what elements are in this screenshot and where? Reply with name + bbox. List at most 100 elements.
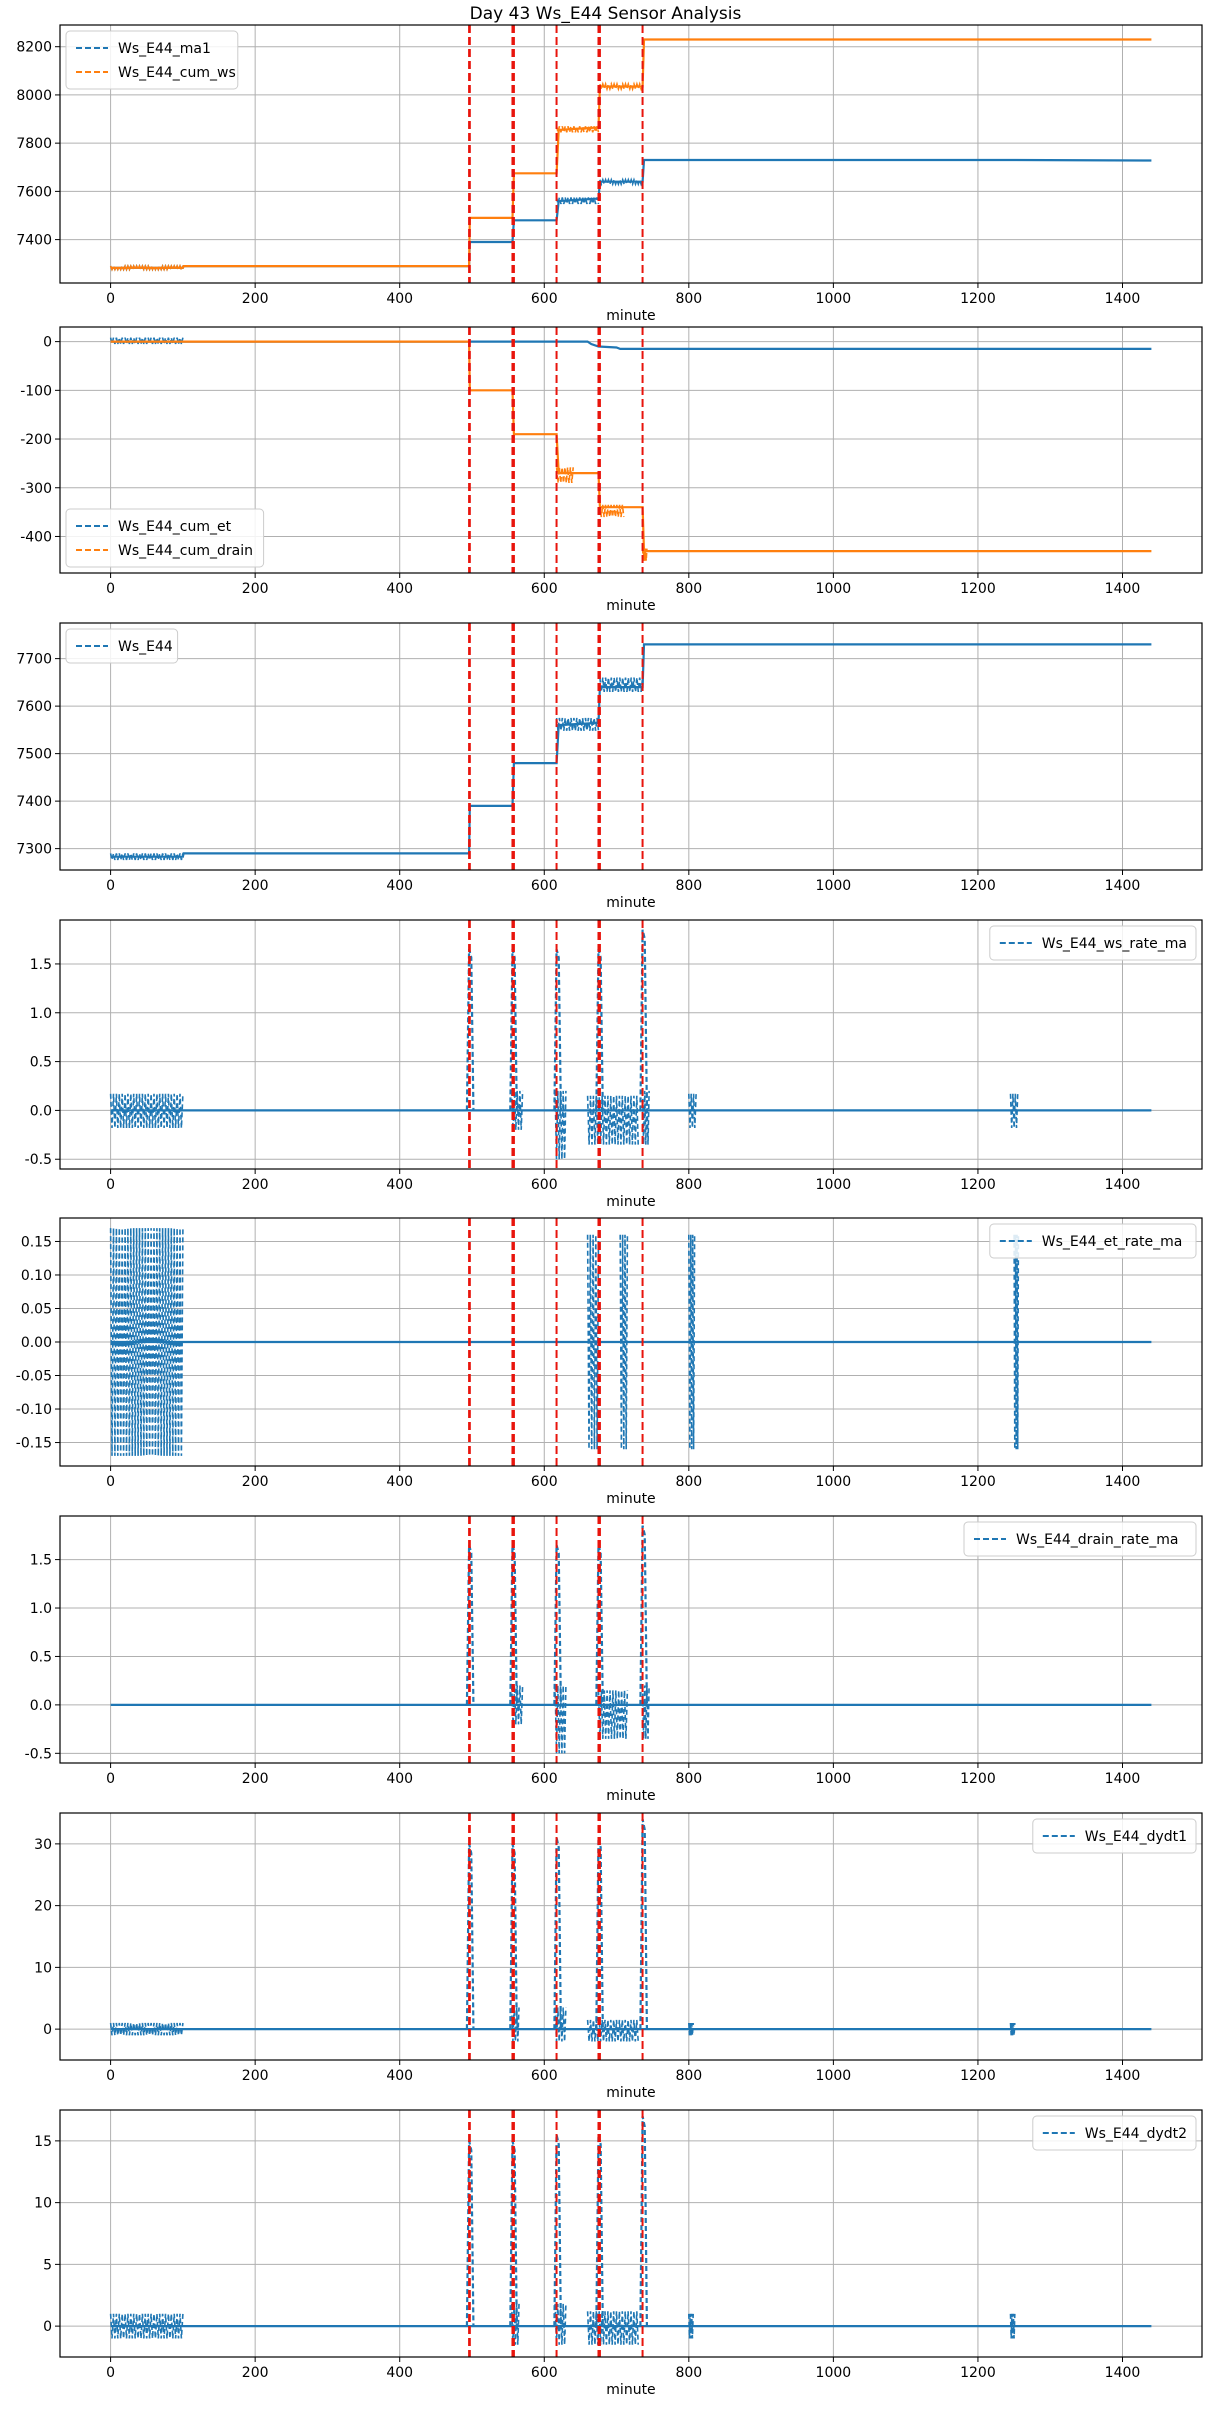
series-spike — [553, 1544, 562, 1705]
legend: Ws_E44_drain_rate_ma — [963, 1521, 1197, 1557]
axes-frame — [59, 1812, 1203, 2061]
series-spike — [639, 1525, 649, 1705]
chart-panel-3: 0 200 400 600 800 1000 1200 1400 7300 7400 7500 760… — [16, 622, 1203, 911]
y-tick-label: 1.5 — [30, 1553, 52, 1569]
series-noise — [586, 1234, 600, 1450]
x-tick-label: 600 — [531, 581, 558, 597]
series-spike — [553, 1837, 562, 2030]
series-noise — [599, 177, 644, 187]
legend-box — [1032, 1818, 1197, 1854]
series-noise — [109, 263, 184, 272]
y-tick-label: 0.00 — [21, 1335, 52, 1351]
chart-panel-5: 0 200 400 600 800 1000 1200 1400 -0.15 -0.10 -0.05… — [16, 1217, 1203, 1507]
series-group — [109, 1818, 1152, 2042]
series-noise — [599, 81, 644, 92]
series-noise — [1009, 2313, 1016, 2339]
x-tick-label: 800 — [675, 2365, 702, 2381]
series-spike — [465, 2140, 475, 2327]
series-line-2 — [110, 340, 1152, 553]
x-tick-label: 1000 — [816, 1771, 852, 1787]
legend-label: Ws_E44_et_rate_ma — [1042, 1234, 1183, 1250]
y-tick-label: 7800 — [16, 136, 52, 152]
x-tick-label: 1000 — [816, 2068, 852, 2084]
x-tick-label: 1000 — [816, 1177, 852, 1193]
series-noise — [109, 337, 184, 345]
x-tick-label: 1200 — [960, 581, 996, 597]
chart-panel-7: 0 200 400 600 800 1000 1200 1400 0 10 20 30 minute Ws… — [34, 1812, 1203, 2101]
y-tick-label: 20 — [34, 1899, 52, 1915]
series-spike — [509, 949, 518, 1111]
x-tick-label: 400 — [386, 1771, 413, 1787]
legend-label: Ws_E44_dydt2 — [1085, 2126, 1187, 2142]
series-noise — [555, 467, 574, 483]
x-tick-label: 200 — [242, 1771, 269, 1787]
series-group — [109, 1228, 1152, 1456]
y-tick-label: 1.5 — [30, 957, 52, 973]
series-noise — [688, 1234, 696, 1450]
series-noise — [586, 1095, 639, 1145]
legend: Ws_E44_ma1 Ws_E44_cum_ws — [65, 30, 239, 90]
x-tick-label: 600 — [531, 1177, 558, 1193]
x-tick-label: 200 — [242, 581, 269, 597]
series-group — [110, 1525, 1152, 1754]
legend-label: Ws_E44_cum_drain — [118, 543, 253, 559]
series-spike — [639, 2115, 649, 2327]
x-tick-label: 1000 — [816, 2365, 852, 2381]
series-noise — [597, 1690, 629, 1739]
y-tick-label: 8200 — [16, 40, 52, 56]
y-tick-label: -300 — [20, 481, 52, 497]
series-spike — [509, 1843, 518, 2030]
x-axis-label: minute — [606, 1194, 655, 1210]
y-tick-label: 0 — [43, 2319, 52, 2335]
x-tick-label: 1400 — [1105, 291, 1141, 307]
y-tick-label: -0.5 — [25, 1152, 52, 1168]
x-tick-label: 600 — [531, 291, 558, 307]
x-tick-label: 600 — [531, 1474, 558, 1490]
legend-box — [989, 925, 1197, 961]
x-tick-label: 0 — [106, 2068, 115, 2084]
x-tick-label: 200 — [242, 291, 269, 307]
series-spike — [465, 949, 475, 1111]
x-tick-label: 400 — [386, 291, 413, 307]
y-tick-label: -0.15 — [16, 1436, 52, 1452]
x-axis-label: minute — [606, 2382, 655, 2398]
series-noise — [109, 2313, 184, 2339]
legend: Ws_E44_et_rate_ma — [989, 1223, 1197, 1259]
x-tick-label: 200 — [242, 878, 269, 894]
x-tick-label: 400 — [386, 1177, 413, 1193]
x-tick-label: 1200 — [960, 1771, 996, 1787]
y-tick-label: 0.05 — [21, 1301, 52, 1317]
y-tick-label: 0.5 — [30, 1649, 52, 1665]
series-spike — [553, 949, 562, 1111]
y-tick-label: -400 — [20, 529, 52, 545]
series-noise — [555, 197, 600, 205]
series-noise — [1013, 1234, 1020, 1450]
y-tick-label: 0 — [43, 335, 52, 351]
series-spike — [509, 2140, 518, 2327]
series-spike — [553, 2134, 562, 2327]
series-noise — [109, 1093, 184, 1129]
y-tick-label: 0 — [43, 2022, 52, 2038]
series-spike — [595, 949, 604, 1111]
y-tick-label: 7300 — [16, 842, 52, 858]
x-tick-label: 1200 — [960, 2365, 996, 2381]
legend: Ws_E44_ws_rate_ma — [989, 925, 1197, 961]
x-tick-label: 1200 — [960, 2068, 996, 2084]
series-group — [109, 643, 1152, 861]
series-spike — [639, 1818, 649, 2030]
x-tick-label: 1000 — [816, 291, 852, 307]
series-line-1 — [110, 158, 1152, 269]
x-tick-label: 600 — [531, 2068, 558, 2084]
legend-label: Ws_E44_dydt1 — [1085, 1829, 1187, 1845]
x-tick-label: 400 — [386, 878, 413, 894]
x-tick-label: 1400 — [1105, 2068, 1141, 2084]
legend: Ws_E44_dydt1 — [1032, 1818, 1197, 1854]
series-spike — [465, 1843, 475, 2030]
y-tick-label: 15 — [34, 2134, 52, 2150]
chart-panel-4: 0 200 400 600 800 1000 1200 1400 -0.5 0.0 0.5 1.0 1.… — [25, 919, 1203, 1210]
x-tick-label: 1000 — [816, 581, 852, 597]
x-tick-label: 1400 — [1105, 878, 1141, 894]
y-tick-label: 0.15 — [21, 1234, 52, 1250]
legend-label: Ws_E44_cum_ws — [118, 65, 236, 81]
y-tick-label: 30 — [34, 1837, 52, 1853]
